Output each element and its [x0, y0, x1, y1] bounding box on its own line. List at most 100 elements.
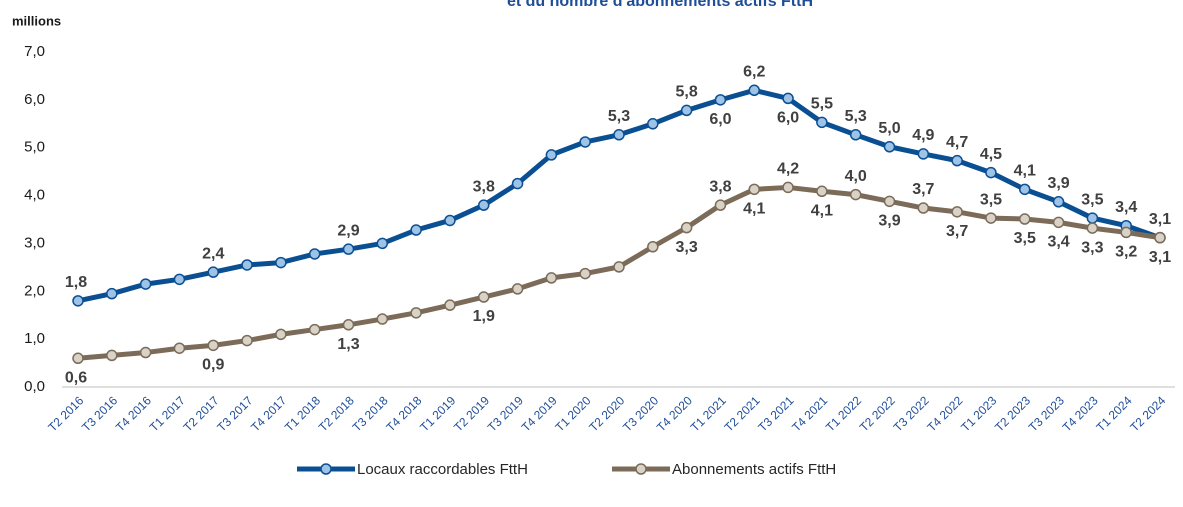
point-marker — [410, 307, 422, 319]
legend-marker — [635, 463, 647, 475]
x-tick-label: T3 2019 — [485, 393, 526, 434]
y-tick-label: 3,0 — [24, 234, 45, 251]
point-marker — [1019, 183, 1031, 196]
point-marker — [1086, 222, 1099, 234]
point-marker — [951, 154, 963, 167]
data-label: 3,9 — [878, 213, 900, 230]
x-tick-label: T1 2022 — [823, 393, 864, 434]
data-label: 4,1 — [743, 201, 765, 218]
point-marker — [106, 287, 118, 300]
data-label: 1,9 — [473, 308, 495, 325]
point-marker — [275, 256, 287, 269]
point-marker — [613, 261, 625, 273]
data-label: 3,8 — [473, 178, 495, 195]
data-label: 3,7 — [912, 181, 934, 198]
data-label: 5,3 — [608, 108, 630, 125]
point-marker — [917, 202, 930, 214]
data-label: 3,4 — [1115, 199, 1137, 216]
x-tick-label: T1 2019 — [417, 393, 458, 434]
y-tick-label: 4,0 — [24, 187, 45, 204]
point-marker — [545, 149, 558, 161]
data-label: 2,4 — [202, 245, 224, 262]
x-tick-label: T4 2023 — [1060, 393, 1101, 434]
data-label: 4,1 — [811, 202, 833, 219]
data-label: 3,1 — [1149, 249, 1171, 266]
data-label: 4,7 — [946, 134, 968, 151]
data-label: 6,0 — [777, 110, 799, 127]
point-marker — [376, 237, 389, 250]
x-tick-label: T3 2020 — [620, 393, 661, 434]
x-tick-label: T4 2021 — [789, 393, 830, 434]
data-label: 0,9 — [202, 357, 224, 374]
x-tick-label: T1 2017 — [147, 393, 188, 434]
x-tick-label: T4 2016 — [113, 393, 154, 434]
point-marker — [951, 206, 963, 218]
point-marker — [1019, 213, 1031, 225]
data-label: 3,9 — [1047, 175, 1069, 192]
point-marker — [748, 183, 760, 196]
x-tick-label: T1 2023 — [958, 393, 999, 434]
y-tick-label: 1,0 — [24, 330, 45, 347]
x-tick-label: T4 2018 — [383, 393, 424, 434]
x-tick-label: T3 2023 — [1026, 393, 1067, 434]
data-label: 4,0 — [845, 168, 867, 185]
series-line — [77, 184, 1161, 361]
point-marker — [410, 224, 422, 236]
point-marker — [917, 148, 930, 160]
point-marker — [647, 241, 659, 253]
point-marker — [613, 129, 625, 141]
point-marker — [342, 319, 355, 331]
point-marker — [579, 267, 591, 280]
point-marker — [680, 221, 693, 234]
point-marker — [275, 328, 287, 341]
point-marker — [680, 104, 693, 117]
x-tick-label: T2 2019 — [451, 393, 492, 434]
point-marker — [241, 334, 253, 347]
point-marker — [72, 352, 84, 365]
data-label: 3,4 — [1047, 234, 1069, 251]
x-tick-label: T1 2021 — [688, 393, 729, 434]
data-label: 3,3 — [1081, 239, 1103, 256]
point-marker — [782, 181, 794, 194]
point-marker — [748, 84, 760, 97]
point-marker — [849, 129, 862, 141]
x-tick-label: T2 2020 — [586, 393, 627, 434]
x-tick-label: T2 2017 — [181, 393, 222, 434]
x-tick-label: T3 2022 — [891, 393, 932, 434]
data-label: 4,5 — [980, 146, 1002, 163]
point-marker — [985, 166, 997, 179]
data-label: 0,6 — [65, 370, 87, 387]
x-tick-label: T2 2024 — [1127, 393, 1168, 434]
point-marker — [72, 295, 84, 307]
y-tick-label: 7,0 — [24, 43, 45, 60]
point-marker — [173, 342, 186, 354]
point-marker — [816, 185, 828, 198]
point-marker — [207, 266, 219, 278]
point-marker — [647, 118, 659, 130]
data-label: 1,3 — [337, 336, 359, 353]
point-marker — [883, 195, 896, 208]
data-label: 5,8 — [676, 84, 698, 101]
point-marker — [883, 141, 896, 153]
data-label: 3,5 — [1081, 191, 1103, 208]
x-tick-label: T3 2021 — [755, 393, 796, 434]
x-tick-label: T4 2019 — [519, 393, 560, 434]
point-marker — [1120, 226, 1132, 239]
x-tick-label: T3 2016 — [79, 393, 120, 434]
data-label: 5,5 — [811, 96, 833, 113]
x-tick-label: T2 2018 — [316, 393, 357, 434]
legend-label: Locaux raccordables FttH — [357, 461, 528, 478]
y-tick-label: 5,0 — [24, 139, 45, 156]
x-tick-label: T2 2021 — [722, 393, 763, 434]
point-marker — [1154, 231, 1166, 244]
x-tick-label: T4 2022 — [924, 393, 965, 434]
data-label: 6,0 — [709, 111, 731, 128]
x-tick-label: T3 2017 — [214, 393, 255, 434]
point-marker — [782, 92, 794, 105]
x-tick-label: T1 2020 — [553, 393, 594, 434]
data-label: 5,3 — [845, 108, 867, 125]
data-label: 3,5 — [980, 191, 1002, 208]
point-marker — [241, 259, 253, 271]
x-tick-label: T4 2020 — [654, 393, 695, 434]
data-label: 3,5 — [1014, 230, 1036, 247]
